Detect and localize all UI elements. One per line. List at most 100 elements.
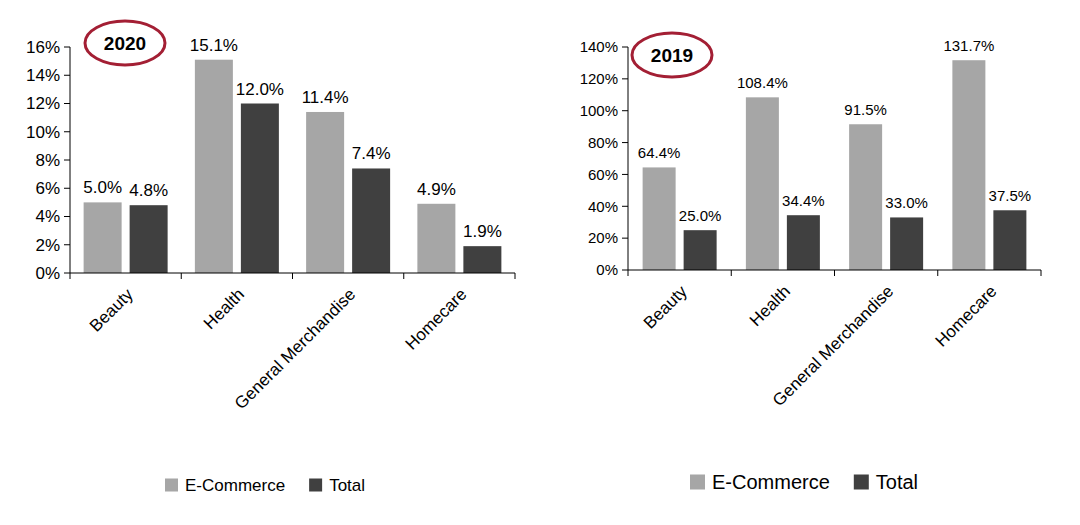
data-label: 11.4%: [302, 88, 349, 107]
y-tick-label: 8%: [35, 151, 60, 170]
bar: [195, 60, 233, 273]
y-tick-label: 4%: [35, 207, 60, 226]
data-label: 37.5%: [989, 187, 1032, 204]
category-label: Beauty: [640, 281, 691, 332]
y-tick: [64, 131, 70, 132]
y-tick-label: 80%: [588, 134, 618, 151]
y-tick: [622, 238, 628, 239]
data-label: 34.4%: [782, 192, 825, 209]
category-label: General Merchandise: [769, 282, 897, 410]
y-tick: [64, 188, 70, 189]
y-tick: [622, 206, 628, 207]
data-label: 4.9%: [417, 180, 456, 199]
y-axis: [628, 47, 629, 270]
bar: [890, 217, 923, 270]
legend-label: E-Commerce: [712, 471, 830, 493]
data-label: 91.5%: [844, 101, 887, 118]
y-tick: [64, 216, 70, 217]
legend-label: Total: [329, 476, 365, 495]
bar: [787, 215, 820, 270]
x-tick: [515, 273, 516, 279]
y-tick: [622, 78, 628, 79]
x-tick: [70, 273, 71, 279]
data-label: 5.0%: [83, 178, 122, 197]
chart-root: 0% 2% 4% 6% 8% 10% 12% 14% 16% 5.0% 15.1% 11.4% 4.9%…: [0, 0, 1080, 525]
y-tick-label: 140%: [580, 38, 618, 55]
data-label: 1.9%: [463, 222, 502, 241]
bars: [643, 60, 1027, 270]
legend-swatch: [854, 475, 869, 490]
category-label: General Merchandise: [231, 285, 359, 413]
y-tick: [622, 142, 628, 143]
bar: [849, 124, 882, 270]
y-tick-label: 0%: [35, 264, 60, 283]
x-tick: [181, 273, 182, 279]
legend-label: E-Commerce: [185, 476, 285, 495]
y-tick-label: 60%: [588, 166, 618, 183]
y-tick-label: 40%: [588, 198, 618, 215]
bars: [84, 60, 502, 273]
y-tick-label: 20%: [588, 229, 618, 246]
bar: [463, 246, 501, 273]
bar: [130, 205, 168, 273]
legend-swatch: [309, 479, 322, 492]
category-label: Health: [200, 285, 248, 333]
data-label: 4.8%: [129, 181, 168, 200]
bar: [746, 97, 779, 270]
x-tick: [834, 270, 835, 276]
y-tick: [64, 103, 70, 104]
bar: [417, 204, 455, 273]
y-tick: [622, 47, 628, 48]
y-tick: [64, 160, 70, 161]
bar: [643, 167, 676, 270]
y-tick-label: 120%: [580, 70, 618, 87]
data-label: 7.4%: [352, 144, 391, 163]
y-tick-label: 16%: [26, 38, 60, 57]
x-tick: [731, 270, 732, 276]
x-tick: [628, 270, 629, 276]
chart-1: 0% 20% 40% 60% 80% 100% 120% 140% 64.4% 108.4% 91.…: [580, 33, 1041, 493]
chart-0: 0% 2% 4% 6% 8% 10% 12% 14% 16% 5.0% 15.1% 11.4% 4.9%…: [26, 21, 515, 495]
y-tick-label: 100%: [580, 102, 618, 119]
title: 2019: [651, 45, 693, 66]
legend-swatch: [690, 475, 705, 490]
title: 2020: [104, 33, 146, 54]
y-tick-label: 2%: [35, 236, 60, 255]
y-tick: [64, 273, 70, 274]
x-tick: [937, 270, 938, 276]
data-label: 33.0%: [885, 194, 928, 211]
category-label: Homecare: [402, 285, 471, 354]
title-ring: [85, 21, 165, 65]
category-label: Homecare: [932, 282, 1001, 351]
data-label: 25.0%: [679, 207, 722, 224]
category-label: Beauty: [86, 284, 137, 335]
data-label: 108.4%: [737, 74, 788, 91]
bar: [306, 112, 344, 273]
y-tick: [622, 174, 628, 175]
legend-swatch: [165, 479, 178, 492]
y-tick-label: 10%: [26, 123, 60, 142]
data-label: 64.4%: [638, 144, 681, 161]
x-tick: [292, 273, 293, 279]
y-tick-label: 0%: [596, 261, 618, 278]
y-tick: [622, 110, 628, 111]
bar: [241, 104, 279, 274]
y-tick: [64, 75, 70, 76]
y-tick-label: 14%: [26, 66, 60, 85]
bar: [84, 202, 122, 273]
y-tick: [64, 244, 70, 245]
y-axis: [70, 47, 71, 273]
data-label: 15.1%: [190, 36, 238, 55]
y-tick-label: 6%: [35, 179, 60, 198]
bar: [952, 60, 985, 270]
bar: [352, 168, 390, 273]
y-tick-label: 12%: [26, 94, 60, 113]
y-tick: [622, 270, 628, 271]
category-label: Health: [746, 282, 794, 330]
bar: [993, 210, 1026, 270]
title-ring: [632, 33, 712, 77]
x-tick: [403, 273, 404, 279]
y-tick: [64, 47, 70, 48]
data-label: 12.0%: [236, 80, 284, 99]
legend-label: Total: [876, 471, 918, 493]
